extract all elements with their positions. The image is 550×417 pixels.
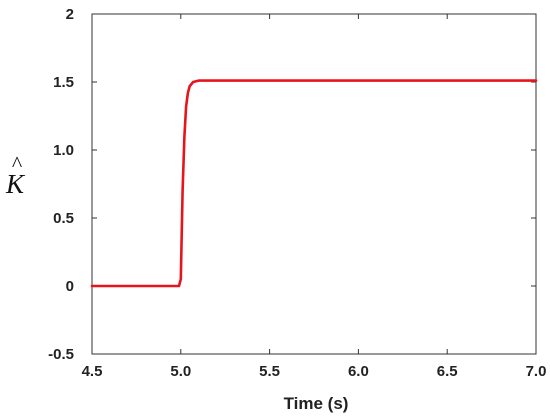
x-tick-label: 5.0 <box>170 363 191 380</box>
x-tick-label: 6.5 <box>437 363 458 380</box>
plot-frame <box>91 13 537 355</box>
y-axis-title-symbol: K <box>5 169 26 199</box>
y-axis-title: ^ K <box>5 151 26 199</box>
x-tick-label: 6.0 <box>348 363 369 380</box>
y-tick-label: 1.5 <box>53 74 74 91</box>
y-tick-label: 0.5 <box>53 210 74 227</box>
y-tick-label: 1.0 <box>53 142 74 159</box>
plot-border <box>91 13 537 355</box>
x-axis-title: Time (s) <box>284 394 349 413</box>
x-tick-label: 7.0 <box>526 363 547 380</box>
y-tick-label: 2 <box>66 6 74 23</box>
series-line-1 <box>90 79 538 288</box>
x-axis-ticks: 4.5 5.0 5.5 6.0 6.5 7.0 <box>82 14 547 380</box>
x-tick-label: 4.5 <box>82 363 103 380</box>
y-tick-label: -0.5 <box>48 346 74 363</box>
y-tick-label: 0 <box>66 278 74 295</box>
y-axis-title-accent: ^ <box>12 151 23 176</box>
data-lines <box>90 79 538 288</box>
y-axis-ticks: -0.5 0 0.5 1.0 1.5 2 <box>48 6 536 363</box>
x-tick-label: 5.5 <box>259 363 280 380</box>
